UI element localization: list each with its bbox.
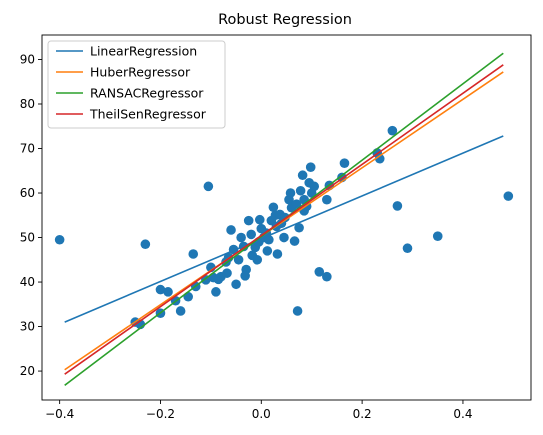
scatter-point-77 — [222, 268, 232, 278]
line-theilsenregressor — [64, 64, 504, 375]
scatter-point-1 — [140, 239, 151, 250]
y-tick-label: 90 — [20, 52, 35, 66]
scatter-point-0 — [54, 234, 65, 245]
scatter-point-63 — [314, 267, 325, 277]
scatter-point-53 — [292, 306, 303, 316]
legend: LinearRegression HuberRegressor RANSACRegr… — [47, 40, 226, 129]
scatter-point-55 — [295, 185, 306, 196]
scatter-point-52 — [291, 199, 302, 209]
scatter-point-4 — [155, 284, 166, 295]
scatter-point-70 — [374, 153, 385, 164]
scatter-point-54 — [294, 222, 304, 233]
scatter-point-32 — [252, 254, 263, 265]
legend-label-linearregression: LinearRegression — [90, 44, 197, 59]
line-linearregression — [64, 135, 504, 323]
y-tick-label: 20 — [20, 364, 35, 378]
scatter-point-75 — [503, 191, 514, 201]
scatter-point-43 — [272, 249, 283, 259]
x-tick-label: 0.2 — [353, 407, 372, 421]
scatter-point-23 — [233, 254, 244, 265]
scatter-point-73 — [402, 243, 413, 254]
scatter-point-68 — [339, 158, 350, 168]
scatter-point-40 — [268, 202, 279, 213]
scatter-point-56 — [297, 170, 308, 181]
scatter-point-64 — [322, 271, 332, 282]
scatter-point-65 — [322, 194, 332, 205]
scatter-point-24 — [236, 232, 246, 243]
axes-frame — [41, 34, 532, 401]
scatter-point-49 — [285, 188, 296, 198]
x-tick-label: −0.2 — [146, 407, 175, 421]
y-tick-label: 30 — [20, 320, 35, 334]
scatter-point-8 — [175, 306, 186, 316]
scatter-points — [54, 125, 514, 330]
scatter-point-15 — [211, 287, 221, 297]
legend-label-theilsenregressor: TheilSenRegressor — [89, 107, 207, 122]
legend-label-ransacregressor: RANSACRegressor — [90, 86, 204, 101]
scatter-point-28 — [243, 215, 254, 226]
y-tick-label: 70 — [20, 142, 35, 156]
line-huberregressor — [64, 71, 504, 371]
axes: −0.4 −0.2 0.0 0.2 0.4 20 30 40 50 60 70 80 90 — [20, 34, 532, 421]
scatter-point-20 — [226, 225, 236, 235]
scatter-point-5 — [163, 287, 173, 297]
scatter-point-62 — [309, 181, 320, 192]
scatter-point-29 — [246, 229, 257, 240]
x-tick-label: 0.4 — [453, 407, 472, 421]
y-tick-label: 40 — [20, 275, 35, 289]
scatter-point-60 — [305, 162, 316, 172]
plot-area — [54, 52, 514, 386]
scatter-point-27 — [240, 271, 250, 281]
regression-lines — [64, 52, 504, 386]
x-tick-label: −0.4 — [45, 407, 74, 421]
y-tick-label: 50 — [20, 231, 35, 245]
scatter-point-74 — [432, 231, 443, 241]
legend-label-huberregressor: HuberRegressor — [90, 65, 191, 80]
scatter-point-46 — [279, 232, 289, 243]
scatter-point-51 — [289, 236, 300, 246]
y-tick-label: 60 — [20, 186, 35, 200]
legend-box — [47, 40, 226, 129]
y-tick-label: 80 — [20, 97, 35, 111]
scatter-point-71 — [387, 125, 398, 136]
scatter-point-22 — [231, 279, 241, 290]
scatter-point-11 — [188, 249, 199, 259]
scatter-point-79 — [262, 246, 273, 256]
x-tick-label: 0.0 — [252, 407, 271, 421]
chart-title: Robust Regression — [218, 12, 352, 28]
scatter-point-12 — [203, 181, 214, 192]
scatter-point-34 — [254, 214, 265, 225]
scatter-point-72 — [392, 201, 403, 211]
